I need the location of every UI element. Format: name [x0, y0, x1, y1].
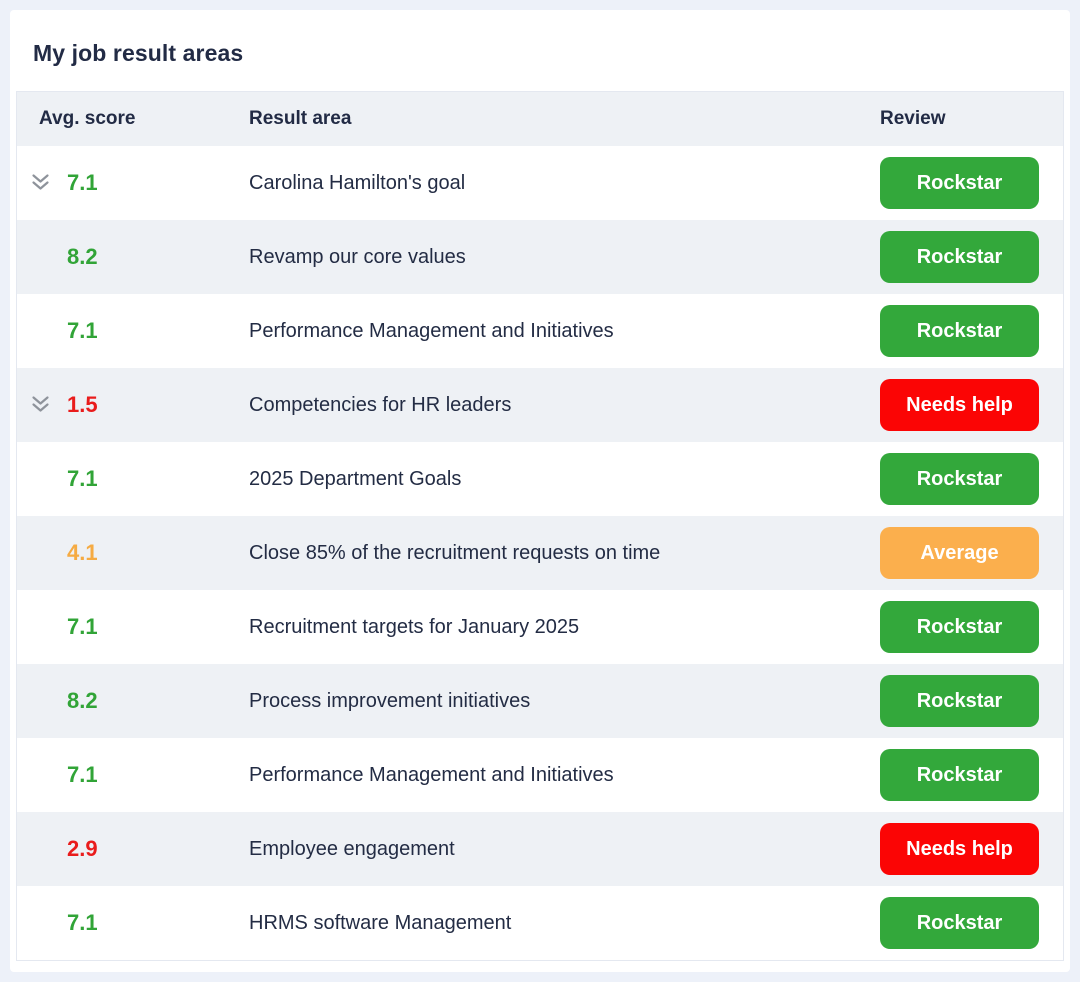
result-area-label: Process improvement initiatives — [249, 689, 531, 712]
avg-score-value: 7.1 — [67, 762, 98, 787]
job-result-areas-card: My job result areas Avg. score Result ar… — [10, 10, 1070, 972]
result-areas-table: Avg. score Result area Review 7.1 Carolin… — [16, 91, 1064, 961]
table-row: 7.1 2025 Department Goals Rockstar — [17, 442, 1063, 516]
avg-score-value: 8.2 — [67, 244, 98, 269]
avg-score-value: 1.5 — [67, 392, 98, 417]
avg-score-value: 7.1 — [67, 170, 98, 195]
result-area-label: Revamp our core values — [249, 245, 466, 268]
review-badge[interactable]: Rockstar — [880, 157, 1039, 209]
review-badge[interactable]: Rockstar — [880, 749, 1039, 801]
avg-score-cell: 7.1 — [17, 318, 249, 344]
table-row[interactable]: 7.1 Carolina Hamilton's goal Rockstar — [17, 146, 1063, 220]
result-area-label: Carolina Hamilton's goal — [249, 171, 466, 194]
avg-score-value: 7.1 — [67, 466, 98, 491]
avg-score-cell: 7.1 — [17, 170, 249, 196]
avg-score-value: 7.1 — [67, 614, 98, 639]
result-area-label: Employee engagement — [249, 837, 455, 860]
avg-score-value: 7.1 — [67, 318, 98, 343]
avg-score-cell: 4.1 — [17, 540, 249, 566]
column-header-avg-score: Avg. score — [39, 108, 136, 129]
page-title: My job result areas — [33, 40, 244, 66]
column-header-result-area: Result area — [249, 108, 352, 129]
table-row: 7.1 Performance Management and Initiative… — [17, 738, 1063, 812]
table-row: 2.9 Employee engagement Needs help — [17, 812, 1063, 886]
avg-score-cell: 7.1 — [17, 910, 249, 936]
avg-score-cell: 8.2 — [17, 688, 249, 714]
review-cell: Average — [880, 527, 1063, 579]
review-badge[interactable]: Rockstar — [880, 897, 1039, 949]
avg-score-value: 4.1 — [67, 540, 98, 565]
avg-score-value: 7.1 — [67, 910, 98, 935]
avg-score-cell: 7.1 — [17, 614, 249, 640]
avg-score-cell: 8.2 — [17, 244, 249, 270]
table-row[interactable]: 1.5 Competencies for HR leaders Needs help — [17, 368, 1063, 442]
review-badge[interactable]: Rockstar — [880, 601, 1039, 653]
review-badge[interactable]: Rockstar — [880, 453, 1039, 505]
result-area-label: Recruitment targets for January 2025 — [249, 615, 580, 638]
avg-score-value: 2.9 — [67, 836, 98, 861]
avg-score-cell: 2.9 — [17, 836, 249, 862]
result-area-label: Performance Management and Initiatives — [249, 319, 614, 342]
result-area-label: Close 85% of the recruitment requests on… — [249, 541, 661, 564]
table-row: 7.1 Performance Management and Initiative… — [17, 294, 1063, 368]
column-header-review: Review — [880, 108, 946, 129]
avg-score-cell: 7.1 — [17, 762, 249, 788]
review-badge[interactable]: Needs help — [880, 379, 1039, 431]
avg-score-cell: 1.5 — [17, 392, 249, 418]
double-chevron-down-icon[interactable] — [30, 173, 67, 193]
review-badge[interactable]: Needs help — [880, 823, 1039, 875]
review-cell: Rockstar — [880, 675, 1063, 727]
avg-score-value: 8.2 — [67, 688, 98, 713]
review-cell: Rockstar — [880, 453, 1063, 505]
table-row: 4.1 Close 85% of the recruitment requests… — [17, 516, 1063, 590]
result-area-label: HRMS software Management — [249, 911, 512, 934]
table-header-row: Avg. score Result area Review — [17, 92, 1063, 146]
review-badge[interactable]: Rockstar — [880, 231, 1039, 283]
result-area-label: 2025 Department Goals — [249, 467, 462, 490]
review-cell: Rockstar — [880, 157, 1063, 209]
review-badge[interactable]: Rockstar — [880, 675, 1039, 727]
review-cell: Rockstar — [880, 305, 1063, 357]
result-area-label: Competencies for HR leaders — [249, 393, 512, 416]
review-cell: Rockstar — [880, 897, 1063, 949]
review-cell: Rockstar — [880, 231, 1063, 283]
avg-score-cell: 7.1 — [17, 466, 249, 492]
table-body: 7.1 Carolina Hamilton's goal Rockstar 8.2 Re… — [17, 146, 1063, 960]
double-chevron-down-icon[interactable] — [30, 395, 67, 415]
review-badge[interactable]: Rockstar — [880, 305, 1039, 357]
review-cell: Rockstar — [880, 749, 1063, 801]
review-cell: Needs help — [880, 823, 1063, 875]
review-cell: Rockstar — [880, 601, 1063, 653]
table-row: 7.1 Recruitment targets for January 2025 R… — [17, 590, 1063, 664]
review-badge[interactable]: Average — [880, 527, 1039, 579]
table-row: 7.1 HRMS software Management Rockstar — [17, 886, 1063, 960]
table-row: 8.2 Process improvement initiatives Rockst… — [17, 664, 1063, 738]
table-row: 8.2 Revamp our core values Rockstar — [17, 220, 1063, 294]
review-cell: Needs help — [880, 379, 1063, 431]
result-area-label: Performance Management and Initiatives — [249, 763, 614, 786]
